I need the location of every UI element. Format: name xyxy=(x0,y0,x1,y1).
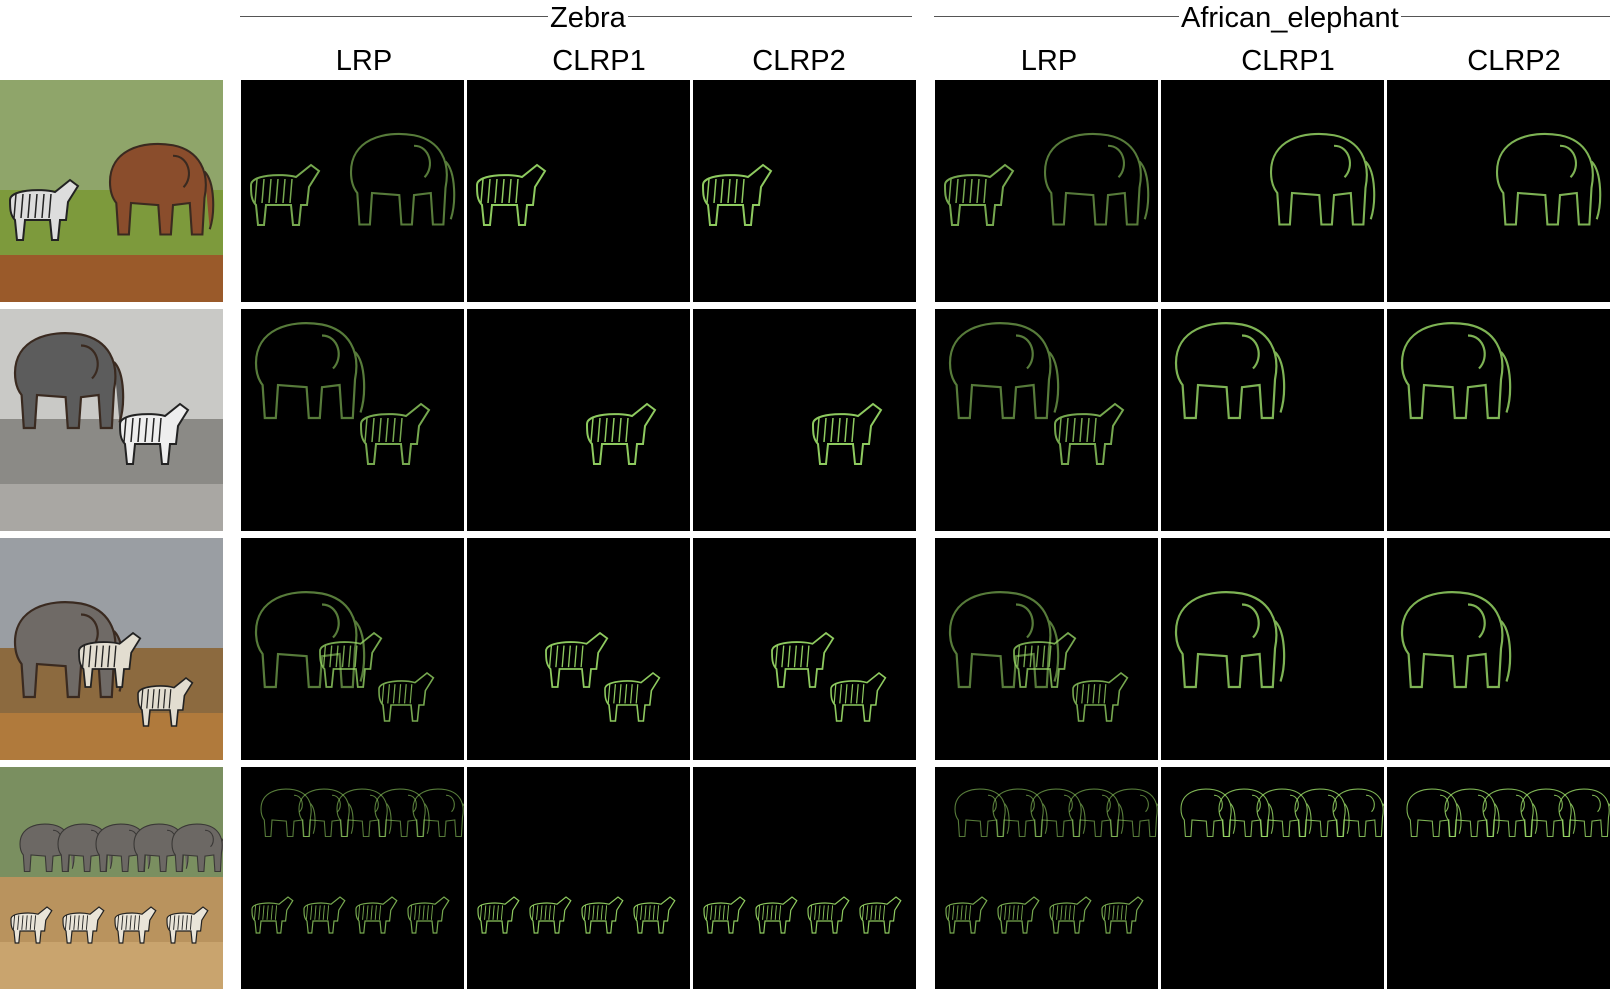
elephant-herd-zebras-photo xyxy=(0,767,223,989)
group-label-zebra: Zebra xyxy=(548,2,628,35)
heatmap-elephant-lrp-row-2 xyxy=(935,309,1158,531)
heatmap-zebra-clrp1-row-1 xyxy=(467,80,690,302)
elephant-and-zebra-waterhole-photo xyxy=(0,309,223,531)
heatmap-elephant-lrp-row-3 xyxy=(935,538,1158,760)
heatmap-zebra-clrp2-row-2 xyxy=(693,309,916,531)
heatmap-zebra-lrp-row-1 xyxy=(241,80,464,302)
heatmap-elephant-lrp-row-1 xyxy=(935,80,1158,302)
heatmap-zebra-clrp2-row-4 xyxy=(693,767,916,989)
heatmap-zebra-lrp-row-4 xyxy=(241,767,464,989)
heatmap-zebra-clrp1-row-4 xyxy=(467,767,690,989)
heatmap-zebra-clrp1-row-3 xyxy=(467,538,690,760)
col-label-zebra-clrp1: CLRP1 xyxy=(552,45,646,77)
heatmap-elephant-clrp1-row-4 xyxy=(1161,767,1384,989)
heatmap-elephant-clrp1-row-1 xyxy=(1161,80,1384,302)
col-label-elephant-lrp: LRP xyxy=(1020,45,1078,77)
elephant-spraying-water-zebra-herd-photo xyxy=(0,538,223,760)
heatmap-elephant-lrp-row-4 xyxy=(935,767,1158,989)
col-label-zebra-lrp: LRP xyxy=(335,45,393,77)
heatmap-zebra-clrp2-row-1 xyxy=(693,80,916,302)
heatmap-zebra-clrp1-row-2 xyxy=(467,309,690,531)
heatmap-elephant-clrp2-row-3 xyxy=(1387,538,1610,760)
heatmap-elephant-clrp1-row-3 xyxy=(1161,538,1384,760)
heatmap-zebra-clrp2-row-3 xyxy=(693,538,916,760)
group-label-african-elephant: African_elephant xyxy=(1179,2,1401,35)
heatmap-elephant-clrp2-row-4 xyxy=(1387,767,1610,989)
col-label-elephant-clrp2: CLRP2 xyxy=(1467,45,1561,77)
zebra-and-elephant-photo xyxy=(0,80,223,302)
heatmap-elephant-clrp2-row-1 xyxy=(1387,80,1610,302)
col-label-zebra-clrp2: CLRP2 xyxy=(752,45,846,77)
heatmap-zebra-lrp-row-2 xyxy=(241,309,464,531)
group-header-zebra: Zebra xyxy=(240,2,912,38)
col-label-elephant-clrp1: CLRP1 xyxy=(1241,45,1335,77)
heatmap-zebra-lrp-row-3 xyxy=(241,538,464,760)
heatmap-elephant-clrp1-row-2 xyxy=(1161,309,1384,531)
heatmap-elephant-clrp2-row-2 xyxy=(1387,309,1610,531)
group-header-african-elephant: African_elephant xyxy=(934,2,1610,38)
